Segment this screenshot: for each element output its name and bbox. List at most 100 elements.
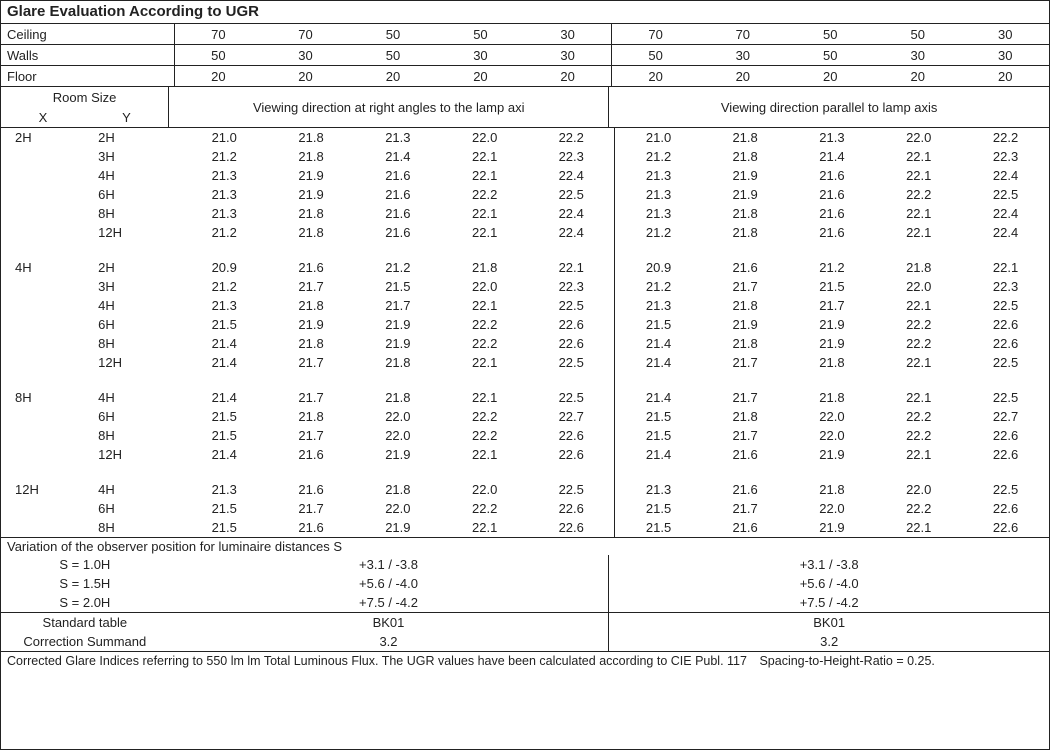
variation-row: S = 1.5H+5.6 / -4.0+5.6 / -4.0 — [1, 574, 1049, 593]
data-cell: 22.1 — [441, 518, 528, 537]
variation-left: +5.6 / -4.0 — [169, 574, 609, 593]
std-table-right: BK01 — [609, 613, 1049, 633]
header-cell: 20 — [437, 66, 524, 87]
data-cell: 21.6 — [354, 204, 441, 223]
variation-row: S = 2.0H+7.5 / -4.2+7.5 / -4.2 — [1, 593, 1049, 612]
table-row: 6H21.321.921.622.222.521.321.921.622.222… — [1, 185, 1049, 204]
reflectance-header: Ceiling70705050307070505030Walls50305030… — [1, 24, 1049, 87]
data-cell: 22.6 — [962, 334, 1049, 353]
data-cell: 21.7 — [268, 353, 355, 372]
data-cell: 22.1 — [875, 296, 962, 315]
data-cell: 22.2 — [875, 426, 962, 445]
data-cell: 21.6 — [268, 445, 355, 464]
data-cell: 22.5 — [962, 480, 1049, 499]
data-cell: 22.6 — [962, 445, 1049, 464]
data-cell: 21.7 — [268, 277, 355, 296]
data-cell: 21.5 — [615, 315, 702, 334]
data-cell: 22.1 — [441, 147, 528, 166]
y-cell: 12H — [98, 445, 181, 464]
data-cell: 22.0 — [441, 277, 528, 296]
data-cell: 21.3 — [354, 128, 441, 147]
data-cell: 21.2 — [615, 277, 702, 296]
data-cell: 21.4 — [615, 353, 702, 372]
y-cell: 8H — [98, 518, 181, 537]
table-row: 12H21.421.721.822.122.521.421.721.822.12… — [1, 353, 1049, 372]
data-cell: 22.1 — [441, 388, 528, 407]
x-cell — [1, 296, 98, 315]
std-table: Standard table BK01 BK01 Correction Summ… — [1, 612, 1049, 651]
data-cell: 20.9 — [181, 258, 268, 277]
header-cell: 50 — [787, 45, 874, 66]
table-row: 6H21.521.722.022.222.621.521.722.022.222… — [1, 499, 1049, 518]
data-cell: 22.4 — [528, 166, 615, 185]
data-cell: 21.3 — [181, 296, 268, 315]
data-cell: 22.5 — [528, 296, 615, 315]
data-cell: 22.0 — [441, 128, 528, 147]
data-cell: 21.3 — [615, 204, 702, 223]
variation-s: S = 1.0H — [1, 555, 169, 574]
table-row: 4H2H20.921.621.221.822.120.921.621.221.8… — [1, 258, 1049, 277]
data-cell: 21.8 — [702, 204, 789, 223]
data-cell: 21.9 — [268, 315, 355, 334]
variation-right: +5.6 / -4.0 — [609, 574, 1049, 593]
data-cell: 21.8 — [354, 388, 441, 407]
data-cell: 21.3 — [181, 185, 268, 204]
data-cell: 21.9 — [702, 315, 789, 334]
x-cell — [1, 518, 98, 537]
data-cell: 22.2 — [875, 334, 962, 353]
data-cell: 22.3 — [528, 277, 615, 296]
data-cell: 22.1 — [528, 258, 615, 277]
data-cell: 21.9 — [789, 518, 876, 537]
table-row: 8H21.521.621.922.122.621.521.621.922.122… — [1, 518, 1049, 537]
header-cell: 20 — [787, 66, 874, 87]
data-cell: 22.6 — [528, 426, 615, 445]
data-cell: 21.7 — [702, 426, 789, 445]
data-cell: 22.1 — [875, 445, 962, 464]
data-cell: 22.0 — [354, 407, 441, 426]
data-cell: 22.4 — [962, 204, 1049, 223]
header-cell: 70 — [612, 24, 699, 45]
data-cell: 21.6 — [789, 166, 876, 185]
data-cell: 21.4 — [354, 147, 441, 166]
data-cell: 22.6 — [962, 518, 1049, 537]
header-cell: 20 — [174, 66, 261, 87]
viewdir-left: Viewing direction at right angles to the… — [169, 87, 609, 128]
x-cell — [1, 185, 98, 204]
data-cell: 21.6 — [354, 223, 441, 242]
header-cell: 30 — [699, 45, 786, 66]
data-cell: 21.4 — [615, 388, 702, 407]
data-cell: 21.2 — [181, 147, 268, 166]
data-cell: 21.5 — [615, 499, 702, 518]
data-cell: 21.9 — [702, 185, 789, 204]
y-cell: 12H — [98, 353, 181, 372]
data-cell: 22.2 — [875, 499, 962, 518]
header-cell: 50 — [174, 45, 261, 66]
data-cell: 22.1 — [962, 258, 1049, 277]
data-cell: 21.7 — [268, 426, 355, 445]
x-cell — [1, 147, 98, 166]
table-row: 6H21.521.921.922.222.621.521.921.922.222… — [1, 315, 1049, 334]
x-cell: 4H — [1, 258, 98, 277]
data-cell: 22.1 — [441, 296, 528, 315]
y-cell: 4H — [98, 296, 181, 315]
header-cell: 20 — [262, 66, 349, 87]
data-cell: 21.6 — [789, 223, 876, 242]
header-cell: 20 — [349, 66, 436, 87]
data-cell: 21.3 — [615, 166, 702, 185]
data-cell: 21.7 — [702, 499, 789, 518]
table-row: 12H21.221.821.622.122.421.221.821.622.12… — [1, 223, 1049, 242]
data-cell: 22.2 — [441, 315, 528, 334]
data-cell: 22.2 — [441, 407, 528, 426]
table-row: 4H21.321.921.622.122.421.321.921.622.122… — [1, 166, 1049, 185]
data-cell: 22.6 — [528, 334, 615, 353]
variation-s: S = 1.5H — [1, 574, 169, 593]
data-cell: 21.7 — [789, 296, 876, 315]
data-cell: 22.5 — [528, 353, 615, 372]
header-cell: 30 — [961, 45, 1049, 66]
header-cell: 30 — [874, 45, 961, 66]
y-cell: 6H — [98, 185, 181, 204]
data-cell: 22.7 — [962, 407, 1049, 426]
y-cell: 4H — [98, 166, 181, 185]
data-cell: 21.3 — [789, 128, 876, 147]
data-cell: 21.9 — [354, 315, 441, 334]
